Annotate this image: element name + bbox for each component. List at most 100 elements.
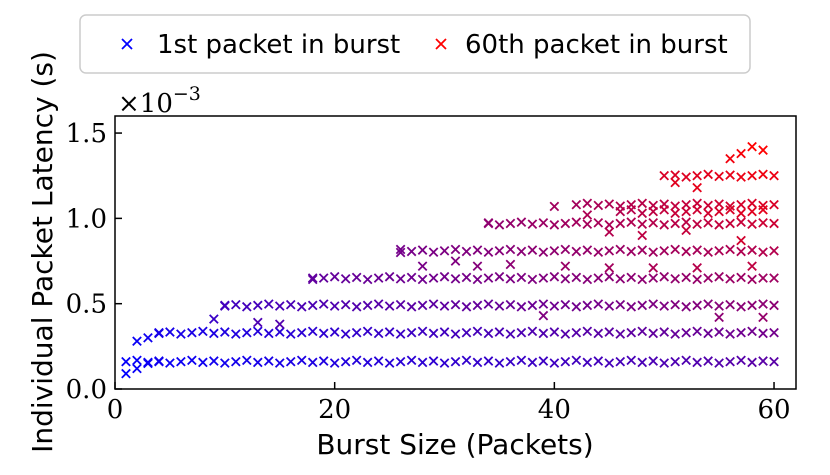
data-point — [670, 273, 681, 284]
data-point — [725, 356, 735, 367]
x-tick-label: 20 — [318, 395, 351, 425]
data-point — [450, 244, 461, 255]
data-point — [439, 327, 450, 337]
data-point — [758, 200, 768, 211]
data-point — [472, 245, 483, 255]
data-point — [318, 299, 329, 309]
data-point — [758, 205, 768, 215]
data-point — [593, 217, 604, 228]
data-point — [604, 301, 615, 311]
data-point — [714, 206, 724, 217]
data-point — [604, 271, 615, 282]
data-point — [681, 246, 691, 257]
data-point — [670, 177, 681, 188]
data-point — [725, 205, 735, 215]
data-point — [571, 301, 582, 312]
data-point — [626, 355, 637, 366]
data-point — [582, 326, 593, 337]
data-point — [538, 217, 549, 228]
data-point — [318, 356, 329, 366]
data-point — [593, 356, 604, 366]
data-point — [132, 355, 142, 366]
data-point — [648, 356, 659, 366]
y-multiplier-exponent: −3 — [173, 83, 201, 105]
data-point — [560, 244, 571, 255]
data-point — [450, 273, 461, 284]
data-point — [758, 247, 768, 257]
data-point — [439, 271, 450, 282]
data-point — [505, 273, 516, 284]
data-point — [769, 170, 779, 181]
data-point — [362, 326, 373, 337]
data-point — [604, 227, 615, 237]
data-point — [571, 355, 582, 366]
data-point — [395, 273, 406, 284]
plot-frame — [114, 115, 797, 390]
data-point — [725, 329, 735, 339]
data-point — [428, 299, 439, 309]
data-point — [582, 357, 593, 368]
data-point — [692, 245, 702, 255]
data-point — [285, 356, 296, 367]
data-point — [703, 299, 713, 309]
data-point — [516, 246, 527, 257]
data-point — [692, 357, 702, 368]
y-axis-ticks: 0.0 0.5 1.0 1.5 — [66, 119, 122, 405]
data-point — [505, 244, 516, 255]
data-point — [494, 301, 505, 311]
data-point — [209, 356, 219, 366]
data-point — [571, 272, 582, 283]
data-point — [362, 357, 373, 368]
x-axis-ticks: 0 20 40 60 — [107, 382, 791, 425]
data-point — [132, 336, 142, 347]
data-point — [241, 327, 252, 338]
data-point — [516, 327, 527, 338]
data-point — [198, 326, 208, 337]
data-point — [472, 274, 483, 285]
data-point — [615, 356, 626, 367]
data-point — [296, 301, 307, 312]
data-point — [241, 355, 252, 366]
data-point — [439, 245, 450, 256]
data-point — [681, 355, 691, 366]
data-point — [659, 245, 670, 256]
data-point — [604, 358, 615, 368]
data-point — [758, 328, 768, 339]
data-point — [121, 356, 131, 367]
data-point — [560, 218, 571, 229]
data-point — [593, 273, 604, 283]
data-point — [527, 245, 538, 255]
data-point — [461, 327, 472, 338]
data-point — [681, 272, 691, 283]
data-point — [758, 273, 768, 283]
data-point — [615, 273, 626, 284]
data-point — [725, 218, 735, 229]
data-point — [725, 244, 735, 255]
data-point — [538, 299, 549, 309]
data-point — [769, 273, 779, 283]
data-point — [483, 247, 494, 257]
data-point — [516, 272, 527, 283]
data-point — [626, 272, 637, 283]
y-multiplier-base: ×10 — [118, 89, 173, 119]
data-point — [681, 225, 691, 236]
data-point — [736, 217, 746, 227]
data-point — [736, 208, 746, 219]
data-point — [494, 245, 505, 256]
data-point — [692, 205, 702, 215]
data-point — [384, 358, 395, 368]
data-point — [714, 171, 724, 182]
data-point — [615, 299, 626, 310]
data-point — [417, 326, 428, 337]
data-point — [593, 328, 604, 339]
data-point — [516, 355, 527, 366]
data-point — [505, 218, 516, 229]
data-point — [483, 328, 494, 339]
data-point — [769, 199, 779, 210]
data-point — [274, 358, 285, 368]
data-point — [329, 271, 340, 282]
x-tick-label: 40 — [538, 395, 571, 425]
data-point — [659, 327, 670, 337]
data-point — [351, 272, 362, 283]
data-point — [329, 358, 340, 368]
